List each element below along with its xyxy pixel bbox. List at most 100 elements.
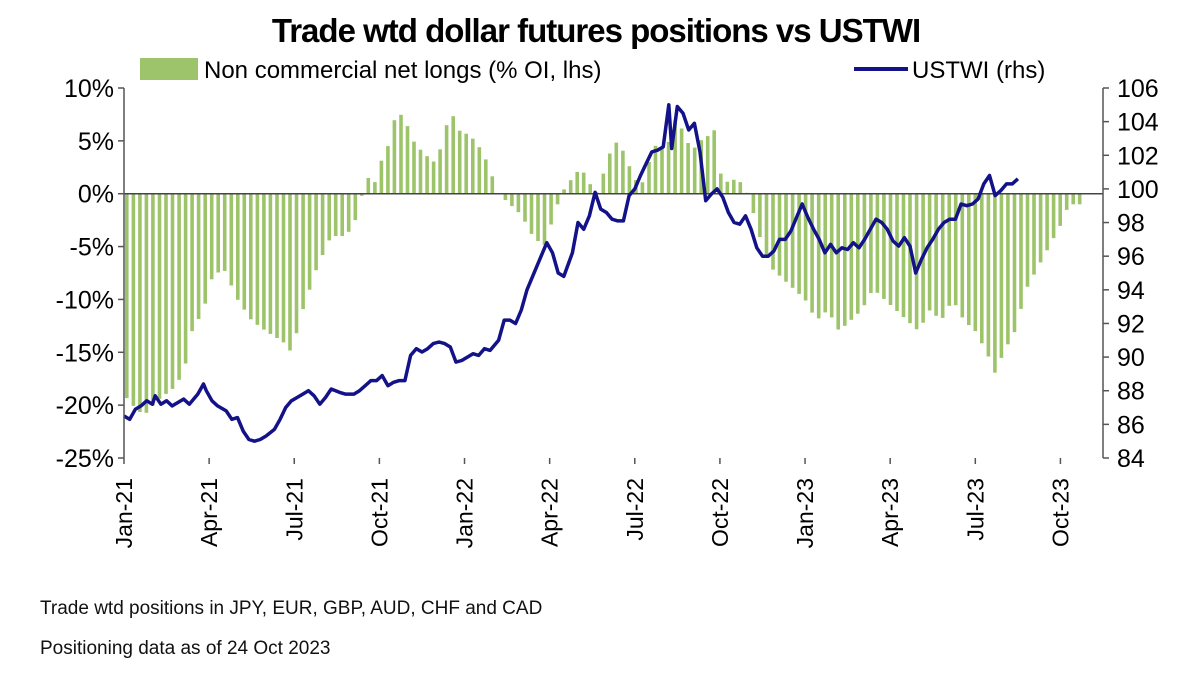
bar-110 — [843, 193, 847, 326]
ustwi-line — [123, 103, 1020, 443]
bar-144 — [1064, 193, 1069, 210]
bar-13 — [209, 193, 214, 280]
bar-79 — [640, 182, 645, 194]
bar-59 — [510, 193, 514, 207]
bar-52 — [464, 133, 468, 194]
legend-bar-swatch — [140, 58, 198, 80]
bar-5 — [157, 193, 162, 399]
right-tick-label: 106 — [1117, 75, 1159, 103]
right-tick-label: 98 — [1117, 210, 1145, 238]
bar-33 — [340, 193, 344, 236]
bar-49 — [444, 125, 449, 194]
bar-8 — [177, 193, 181, 380]
right-tick-label: 102 — [1117, 142, 1159, 170]
bar-32 — [333, 193, 338, 236]
x-tick-label: Oct-22 — [707, 478, 733, 547]
bar-124 — [934, 193, 938, 316]
bar-10 — [190, 193, 194, 332]
bar-113 — [862, 193, 867, 306]
bar-50 — [451, 116, 455, 194]
footnote-date: Positioning data as of 24 Oct 2023 — [40, 638, 331, 659]
bar-102 — [790, 193, 795, 288]
bar-121 — [914, 193, 919, 330]
bar-47 — [431, 161, 436, 194]
bar-2 — [138, 193, 142, 412]
bar-80 — [647, 162, 651, 194]
bar-29 — [314, 193, 318, 271]
bar-125 — [940, 193, 945, 318]
bar-71 — [588, 184, 592, 194]
left-tick-label: 5% — [78, 128, 114, 156]
bar-143 — [1058, 193, 1062, 226]
left-tick-label: -10% — [56, 286, 114, 314]
bar-series — [125, 114, 1082, 413]
bar-23 — [275, 193, 279, 338]
bar-62 — [529, 193, 534, 234]
bar-131 — [980, 193, 984, 344]
bar-109 — [836, 193, 840, 330]
bar-118 — [895, 193, 899, 311]
legend-line-label: USTWI (rhs) — [912, 57, 1045, 84]
bar-96 — [751, 193, 756, 214]
bar-28 — [307, 193, 312, 290]
left-tick-label: -15% — [56, 339, 114, 367]
bar-20 — [255, 193, 260, 325]
left-tick-label: -5% — [70, 234, 114, 262]
bar-43 — [405, 126, 410, 194]
bar-93 — [732, 179, 736, 194]
bar-69 — [575, 171, 579, 194]
bar-136 — [1012, 193, 1017, 333]
bar-66 — [555, 193, 560, 205]
bar-117 — [888, 193, 893, 305]
bar-89 — [705, 136, 710, 194]
bar-134 — [999, 193, 1004, 358]
bar-139 — [1032, 193, 1036, 275]
bar-11 — [196, 193, 201, 319]
bar-111 — [849, 193, 854, 320]
legend-bar-label: Non commercial net longs (% OI, lhs) — [204, 57, 601, 84]
bar-14 — [216, 193, 220, 273]
bar-1 — [131, 193, 136, 406]
bar-100 — [777, 193, 782, 276]
bar-30 — [320, 193, 325, 255]
left-tick-label: -20% — [56, 392, 114, 420]
bar-115 — [875, 193, 880, 293]
bar-63 — [536, 193, 540, 241]
bar-81 — [653, 145, 658, 194]
bar-18 — [242, 193, 247, 310]
bar-42 — [399, 114, 403, 194]
right-tick-label: 88 — [1117, 378, 1145, 406]
right-tick-label: 104 — [1117, 109, 1159, 137]
right-tick-label: 84 — [1117, 445, 1145, 473]
x-tick-label: Oct-21 — [366, 478, 392, 547]
bar-65 — [549, 193, 553, 225]
bar-92 — [725, 181, 730, 194]
x-tick-label: Jan-21 — [111, 478, 137, 548]
bar-77 — [627, 166, 632, 194]
x-tick-label: Apr-22 — [537, 478, 563, 547]
bar-97 — [758, 193, 762, 237]
bar-73 — [601, 173, 606, 194]
x-tick-label: Apr-23 — [877, 478, 903, 547]
bar-45 — [418, 149, 423, 194]
bar-82 — [660, 146, 664, 194]
bar-67 — [562, 189, 566, 194]
bar-108 — [829, 193, 834, 318]
bar-36 — [360, 193, 364, 196]
bar-53 — [471, 138, 475, 194]
bar-21 — [262, 193, 266, 330]
bar-90 — [712, 130, 716, 194]
bar-55 — [484, 159, 488, 194]
bar-106 — [816, 193, 821, 319]
bar-51 — [457, 130, 462, 194]
bar-54 — [477, 147, 482, 194]
bar-40 — [386, 146, 390, 194]
bar-123 — [927, 193, 932, 311]
bar-129 — [967, 193, 971, 326]
bar-84 — [673, 120, 677, 194]
footnote-positions: Trade wtd positions in JPY, EUR, GBP, AU… — [40, 598, 543, 619]
bar-94 — [738, 182, 743, 194]
bar-6 — [164, 193, 168, 394]
x-tick-label: Jul-21 — [281, 478, 307, 541]
